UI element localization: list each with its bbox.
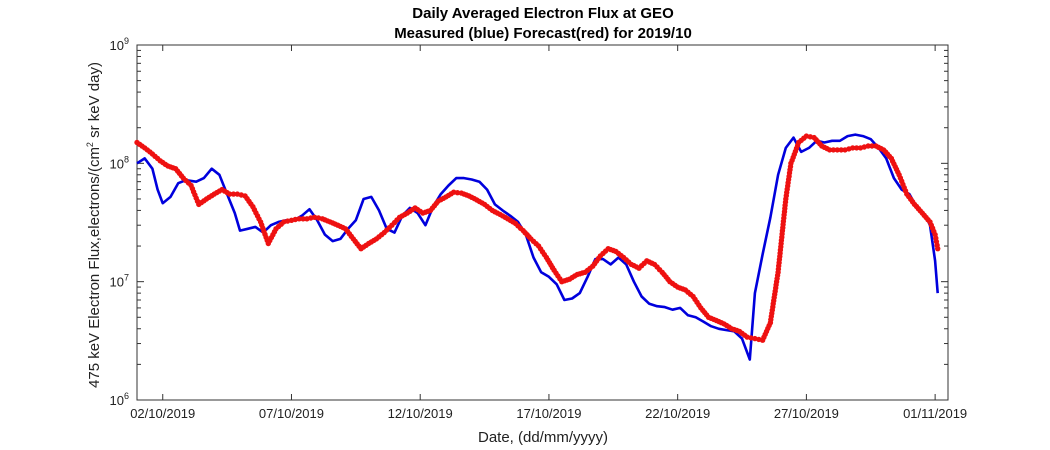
series-layer bbox=[134, 133, 941, 361]
y-tick-label: 109 bbox=[110, 36, 129, 53]
forecast-point bbox=[230, 191, 237, 197]
x-tick-label: 12/10/2019 bbox=[388, 406, 453, 421]
y-axis-label-tail: sr keV day) bbox=[86, 62, 103, 142]
x-axis: 02/10/2019 07/10/2019 12/10/2019 17/10/2019… bbox=[130, 45, 967, 421]
forecast-point bbox=[869, 143, 875, 149]
forecast-point bbox=[227, 191, 233, 197]
forecast-point bbox=[850, 145, 856, 151]
forecast-point bbox=[838, 147, 844, 153]
x-tick-label: 01/11/2019 bbox=[903, 406, 967, 421]
forecast-point bbox=[935, 245, 941, 252]
y-tick-label: 108 bbox=[110, 154, 129, 171]
forecast-point bbox=[454, 190, 461, 196]
y-axis-label: 475 keV Electron Flux,electrons/(cm2 sr … bbox=[85, 62, 103, 388]
forecast-point bbox=[853, 145, 860, 151]
x-tick-label: 27/10/2019 bbox=[774, 406, 839, 421]
x-tick-label: 02/10/2019 bbox=[130, 406, 195, 421]
forecast-point bbox=[834, 147, 840, 153]
x-tick-label: 17/10/2019 bbox=[516, 406, 581, 421]
forecast-point bbox=[296, 216, 302, 222]
forecast-series bbox=[134, 133, 941, 343]
plot-frame bbox=[136, 44, 949, 401]
measured-series-line bbox=[136, 133, 939, 361]
chart-subtitle: Measured (blue) Forecast(red) for 2019/1… bbox=[394, 25, 692, 42]
y-axis: 106 107 108 109 bbox=[110, 36, 948, 408]
chart-title: Daily Averaged Electron Flux at GEO bbox=[412, 5, 674, 22]
x-axis-label: Date, (dd/mm/yyyy) bbox=[478, 429, 608, 446]
y-tick-label: 106 bbox=[110, 391, 129, 408]
y-axis-label-main: 475 keV Electron Flux,electrons/(cm bbox=[86, 147, 103, 388]
forecast-point bbox=[826, 147, 833, 153]
plot-area bbox=[136, 44, 949, 401]
forecast-point bbox=[830, 147, 837, 153]
y-axis-label-exp: 2 bbox=[85, 142, 95, 147]
forecast-point bbox=[865, 143, 871, 149]
y-tick-label: 107 bbox=[110, 273, 129, 290]
x-tick-label: 22/10/2019 bbox=[645, 406, 710, 421]
x-tick-label: 07/10/2019 bbox=[259, 406, 324, 421]
forecast-point bbox=[300, 216, 306, 222]
